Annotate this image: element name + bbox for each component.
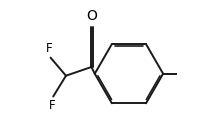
- Text: F: F: [46, 42, 53, 55]
- Text: O: O: [86, 10, 97, 23]
- Text: F: F: [49, 99, 56, 112]
